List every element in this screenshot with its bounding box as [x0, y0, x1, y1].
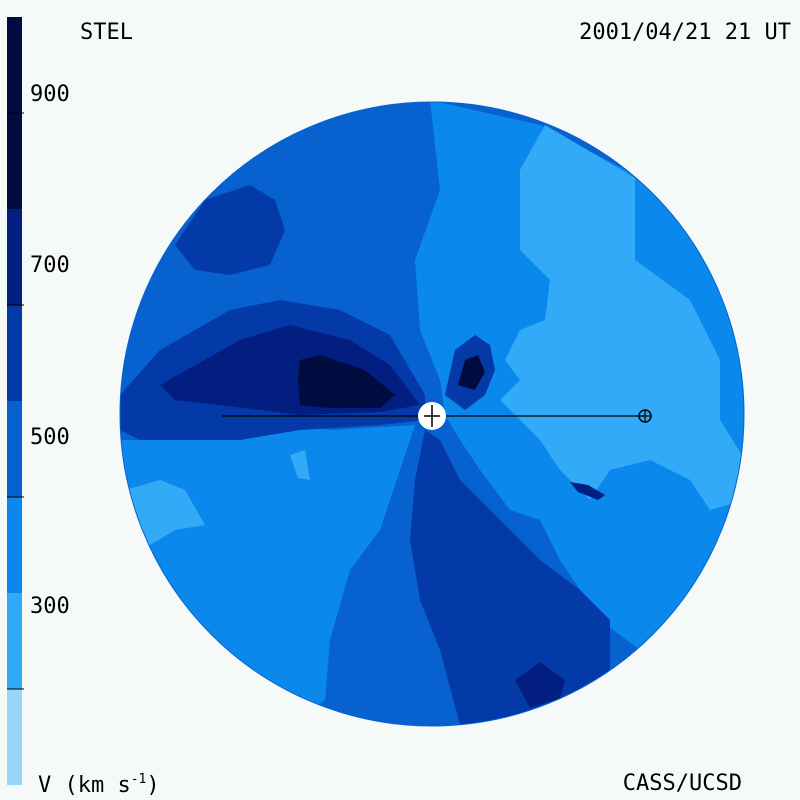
colorbar-tick-label-700: 700	[30, 253, 70, 278]
timestamp-label: 2001/04/21 21 UT	[579, 20, 791, 45]
region-pale-west-small	[290, 450, 310, 480]
earth-symbol	[638, 409, 652, 423]
disc-outline	[119, 101, 745, 727]
region-pale-northeast	[500, 125, 744, 510]
colorbar-tick-label-300: 300	[30, 594, 70, 619]
sun-symbol	[418, 402, 446, 430]
colorbar-ticks	[7, 112, 24, 690]
observatory-label: STEL	[80, 20, 133, 45]
region-dark-east-streak	[570, 482, 605, 500]
variable-label-exponent: -1	[130, 772, 147, 787]
colorbar-tick-label-900: 900	[30, 82, 70, 107]
variable-label-text: V (km s	[38, 773, 131, 798]
colorbar-band-500-600	[7, 401, 22, 497]
region-darkest-near-sun	[458, 355, 485, 390]
colorbar-band-300-400	[7, 593, 22, 689]
colorbar-band-700-800	[7, 209, 22, 305]
credit-label: CASS/UCSD	[622, 771, 742, 796]
region-dark-south	[410, 430, 610, 725]
region-dark-northwest	[175, 185, 285, 275]
variable-label: V (km s-1)	[38, 773, 160, 797]
colorbar-band-400-500	[7, 497, 22, 593]
variable-label-suffix: )	[146, 773, 160, 798]
colorbar-band-200-300	[7, 689, 22, 785]
region-darkest-west-streamer	[298, 355, 395, 408]
region-pale-west	[125, 480, 205, 545]
region-darker-south	[515, 662, 565, 708]
colorbar-band-600-700	[7, 305, 22, 401]
colorbar-tick-label-500: 500	[30, 425, 70, 450]
velocity-colorbar	[7, 17, 22, 785]
